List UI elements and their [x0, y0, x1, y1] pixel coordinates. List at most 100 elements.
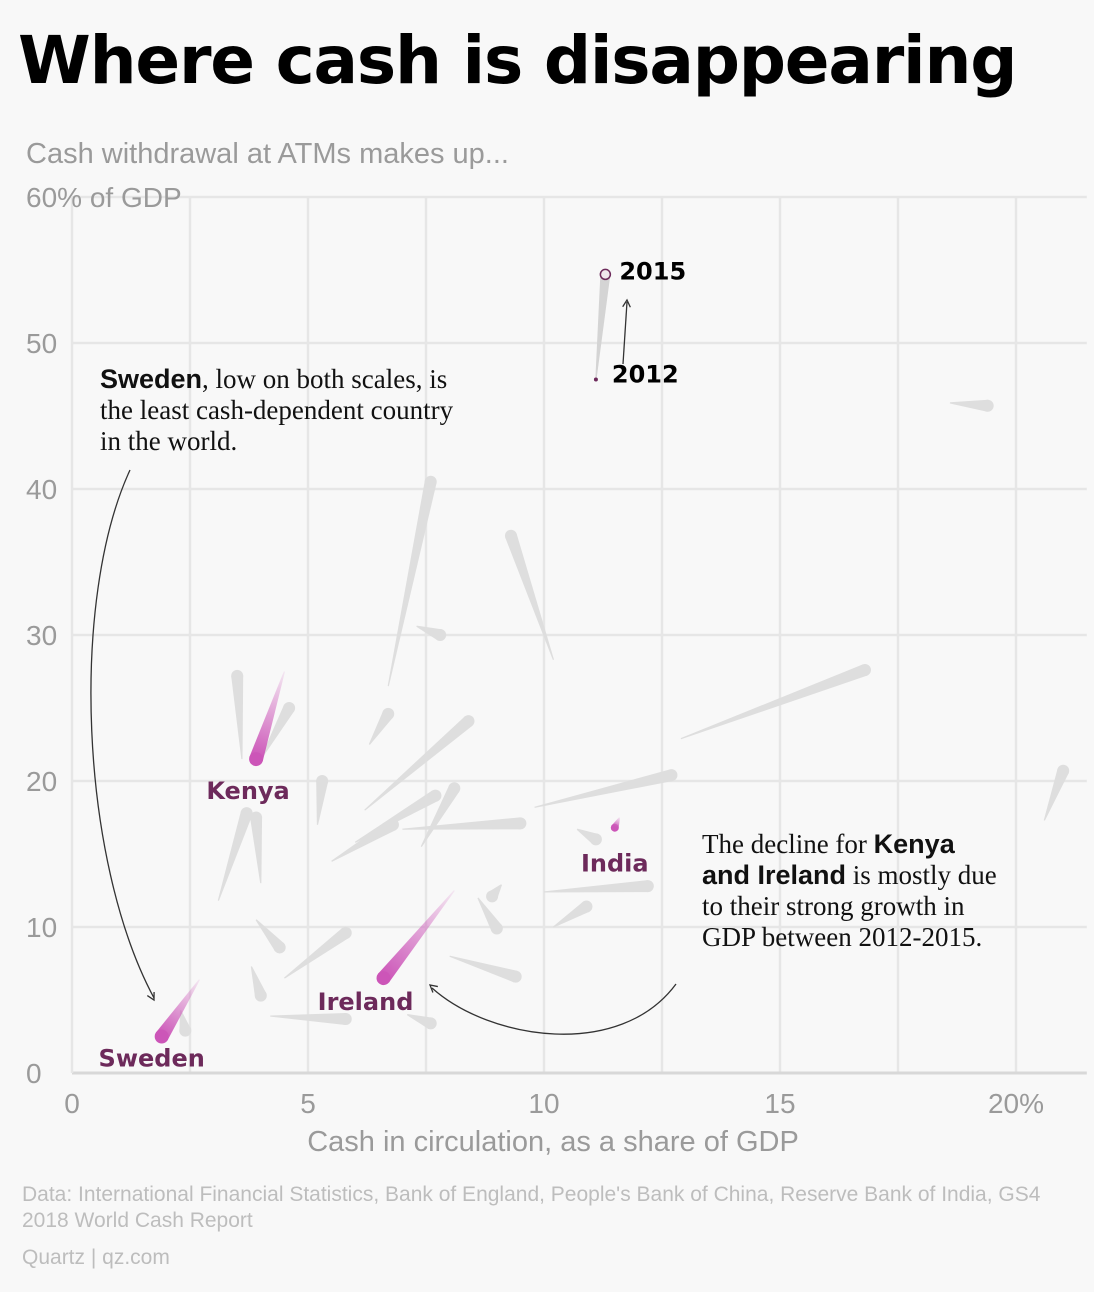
- country-trail-tail: [680, 664, 868, 740]
- country-trail-head: [231, 669, 244, 682]
- country-trail: [680, 664, 871, 740]
- country-trail-head: [509, 970, 522, 983]
- country-trail-head: [316, 775, 329, 787]
- country-trail-tail: [1043, 768, 1069, 821]
- highlight-trail-kenya: [249, 671, 285, 767]
- country-trail-tail: [250, 966, 267, 998]
- credit: Quartz | qz.com: [22, 1246, 170, 1269]
- highlight-trail-ireland-head: [376, 971, 391, 986]
- country-trail-tail: [260, 705, 295, 760]
- year-arrow: [622, 301, 628, 365]
- country-trail-tail: [387, 480, 437, 687]
- decline-annotation: The decline for Kenya and Ireland is mos…: [702, 829, 1002, 953]
- country-trail-head: [462, 715, 475, 728]
- country-trail: [1043, 764, 1070, 821]
- country-trail-tail: [449, 955, 518, 983]
- y-tick-label: 60% of GDP: [26, 182, 182, 213]
- highlight-trail-kenya-tail: [249, 671, 285, 762]
- chart-subtitle: Cash withdrawal at ATMs makes up...: [26, 138, 509, 170]
- axis-ticks: 0 5 10 15 20% 0 10 20 30 40 50 60% of GDP: [26, 182, 1044, 1119]
- highlight-trail-india-head: [610, 823, 619, 832]
- country-trail-tail: [316, 780, 329, 825]
- country-trail-head: [858, 664, 871, 677]
- country-label-india: India: [581, 850, 649, 878]
- decline-arrow-head: [428, 984, 438, 993]
- annotation-arrows: [90, 298, 677, 1035]
- country-trail-head: [486, 890, 499, 903]
- country-trail-head: [981, 399, 994, 412]
- country-trail-tail: [949, 399, 989, 412]
- country-trail-head: [240, 807, 253, 820]
- country-trail: [406, 1014, 437, 1030]
- country-trail-tail: [505, 533, 555, 661]
- country-trail-tail: [250, 817, 263, 884]
- country-trail-head: [490, 922, 503, 935]
- country-trail: [534, 769, 678, 808]
- grid-lines: [70, 195, 1087, 1075]
- country-trail-head: [580, 900, 593, 913]
- country-trail: [449, 955, 522, 983]
- decline-arrow: [431, 983, 677, 1035]
- country-trail: [250, 811, 263, 884]
- y-tick-label: 20: [26, 766, 57, 797]
- country-trail-head: [448, 782, 461, 795]
- y-tick-label: 10: [26, 912, 57, 943]
- country-trail-head: [424, 1017, 437, 1030]
- country-trail-head: [273, 941, 286, 954]
- country-trail: [402, 817, 527, 830]
- sweden-annotation-text: , low on both scales, is the least cash-…: [100, 364, 454, 456]
- highlight-trail-sweden-head: [154, 1029, 169, 1044]
- x-tick-label: 0: [64, 1088, 80, 1119]
- country-label-sweden: Sweden: [99, 1045, 205, 1073]
- country-trail: [949, 399, 994, 412]
- country-trail-head: [250, 811, 263, 824]
- country-trail-head: [589, 833, 602, 846]
- country-trail: [387, 475, 437, 687]
- country-trail-head: [504, 529, 517, 542]
- country-trail-head: [382, 707, 395, 720]
- country-trail-head: [339, 926, 352, 939]
- country-trail: [477, 897, 503, 935]
- sweden-arrow-head: [146, 991, 155, 1002]
- country-trail-head: [339, 1012, 352, 1025]
- year-arrow-head: [622, 298, 631, 308]
- country-label-ireland: Ireland: [318, 988, 414, 1016]
- country-trail: [316, 775, 329, 825]
- y-tick-label: 40: [26, 474, 57, 505]
- other-countries: [179, 399, 1070, 1037]
- year-label-2015: 2015: [619, 257, 686, 285]
- sweden-annotation-bold: Sweden: [100, 364, 203, 394]
- highlight-trail-kenya-head: [249, 752, 264, 767]
- country-trail-head: [179, 1024, 192, 1037]
- x-tick-label: 15: [764, 1088, 795, 1119]
- country-label-kenya: Kenya: [206, 777, 289, 805]
- country-trail-head: [1057, 764, 1070, 777]
- country-trail: [260, 702, 296, 760]
- country-trail-tail: [270, 1012, 346, 1025]
- country-trail-tail: [420, 785, 460, 847]
- country-trail-head: [434, 629, 447, 641]
- y-tick-label: 50: [26, 328, 57, 359]
- highlight-trail-sweden: [154, 979, 200, 1044]
- country-trail-tail: [534, 769, 673, 808]
- country-trail-head: [514, 817, 527, 830]
- x-axis-label: Cash in circulation, as a share of GDP: [307, 1126, 799, 1158]
- highlight-trail-india: [610, 817, 621, 832]
- highlighted-countries: [154, 671, 621, 1044]
- country-trail: [364, 715, 475, 811]
- country-trail-head: [254, 989, 267, 1002]
- decline-annotation-post: is mostly due to their strong growth in …: [702, 860, 997, 952]
- x-tick-label: 10: [528, 1088, 559, 1119]
- country-trail-tail: [402, 817, 521, 830]
- year-label-2012: 2012: [612, 361, 679, 389]
- example-country: [593, 268, 612, 382]
- country-trail: [217, 807, 253, 901]
- example-2015-dot: [599, 268, 612, 281]
- country-trail-tail: [553, 901, 590, 928]
- country-trail: [553, 900, 593, 928]
- country-trail: [504, 529, 555, 661]
- x-tick-label: 5: [300, 1088, 316, 1119]
- country-trail-tail: [364, 716, 473, 811]
- country-trail: [270, 1012, 352, 1025]
- highlight-trail-sweden-tail: [155, 979, 200, 1041]
